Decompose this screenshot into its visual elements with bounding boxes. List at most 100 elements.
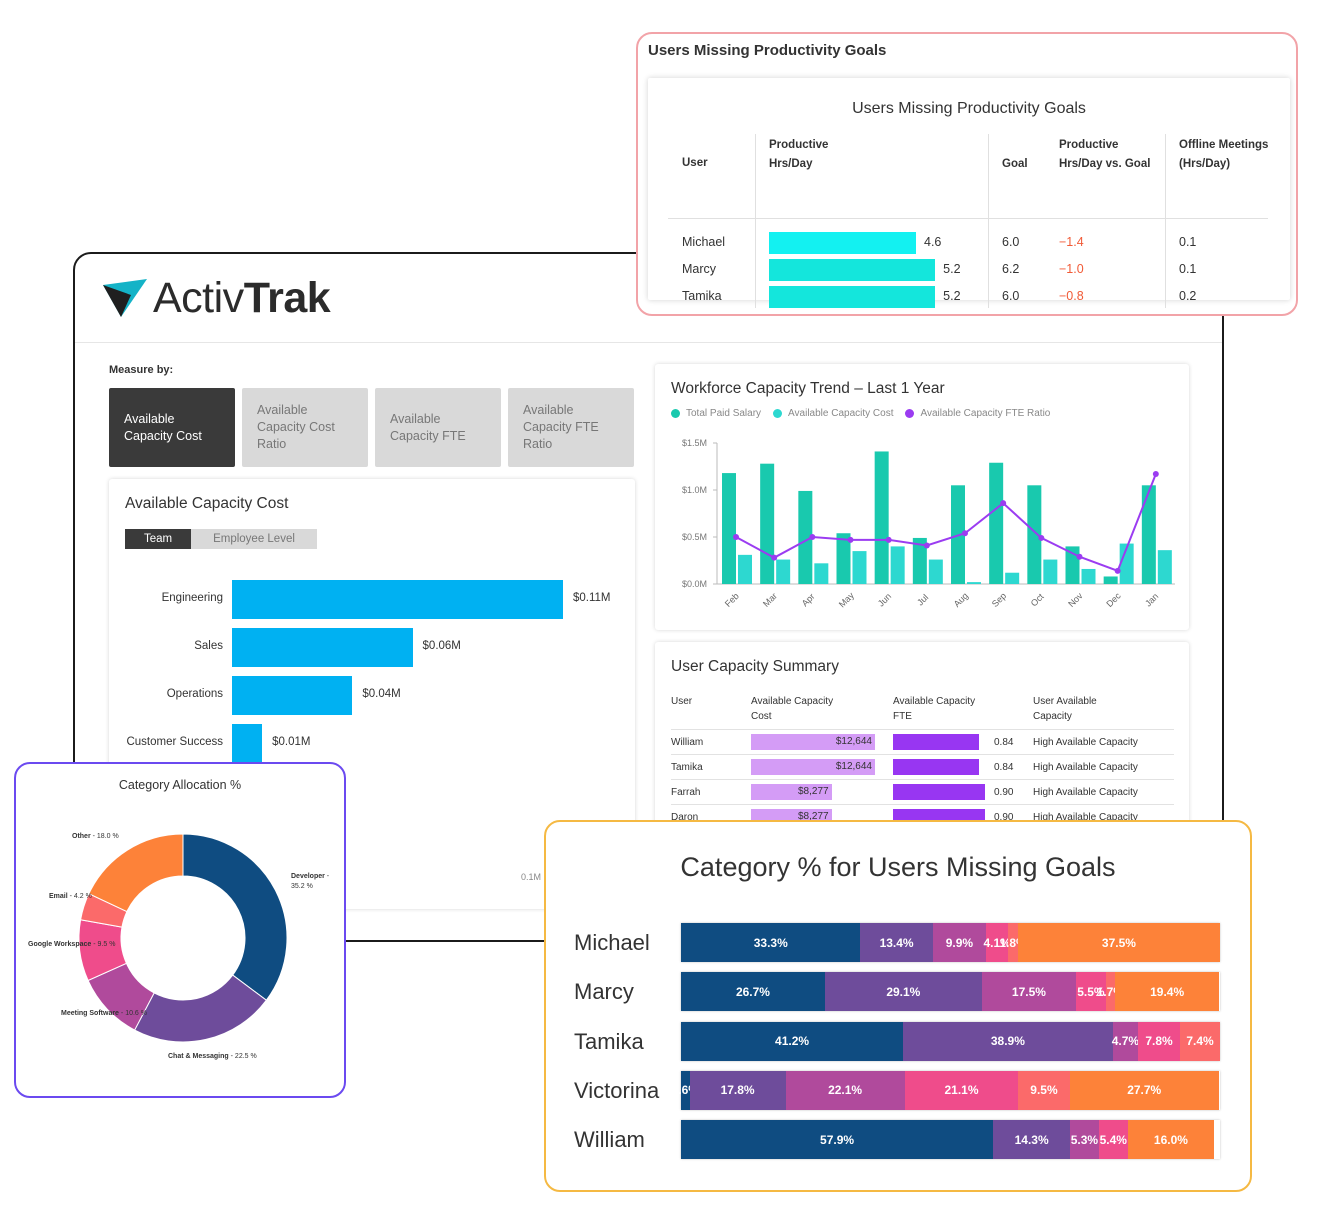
stacked-bar[interactable]: 41.2% 38.9% 4.7% 7.8% 7.4% <box>681 1021 1220 1061</box>
bar-segment[interactable]: 21.1% <box>904 1070 1019 1110</box>
capacity-cost-bar[interactable] <box>928 559 943 584</box>
measure-option-capacity-fte-ratio[interactable]: Available Capacity FTE Ratio <box>508 388 634 467</box>
bar-segment[interactable]: 17.5% <box>981 972 1077 1012</box>
bar-segment[interactable]: 19.4% <box>1114 972 1220 1012</box>
capacity-cost-bar[interactable] <box>967 582 981 584</box>
salary-bar[interactable] <box>760 463 775 584</box>
bar-segment[interactable]: 5.5% <box>1076 972 1106 1012</box>
bar[interactable] <box>232 628 413 667</box>
col-header-capacity-fte[interactable]: Available Capacity FTE <box>893 696 976 722</box>
col-header-productive-hrs[interactable]: Productive Hrs/Day <box>769 139 829 170</box>
bar[interactable] <box>232 676 353 715</box>
measure-option-capacity-fte[interactable]: Available Capacity FTE <box>375 388 501 467</box>
activtrak-logo[interactable]: ActivTrak <box>101 274 331 323</box>
tab-team[interactable]: Team <box>125 529 191 549</box>
bar-segment[interactable]: 57.9% <box>681 1120 994 1160</box>
measure-option-capacity-cost-ratio[interactable]: Available Capacity Cost Ratio <box>242 388 368 467</box>
salary-bar[interactable] <box>798 490 813 584</box>
bar-segment[interactable]: 9.5% <box>1018 1070 1070 1110</box>
capacity-cost-bar[interactable] <box>1119 543 1134 584</box>
stacked-bar[interactable]: 1.6% 17.8% 22.1% 21.1% 9.5% 27.7% <box>672 1070 1220 1110</box>
fte-ratio-point[interactable] <box>885 536 892 543</box>
capacity-cost-bar[interactable] <box>852 551 867 584</box>
col-header-offline-meetings[interactable]: Offline Meetings (Hrs/Day) <box>1179 139 1269 170</box>
fte-ratio-point[interactable] <box>1000 500 1007 507</box>
salary-bar[interactable] <box>1027 485 1042 584</box>
stacked-bar[interactable]: 33.3% 13.4% 9.9% 4.1% 1.8% 37.5% <box>681 923 1220 962</box>
col-header-user[interactable]: User <box>671 696 693 707</box>
capacity-cost-bar[interactable] <box>1005 572 1020 584</box>
bar-segment[interactable]: 7.4% <box>1180 1021 1220 1061</box>
user-name[interactable]: Tamika <box>682 289 722 303</box>
user-name[interactable]: Marcy <box>682 262 717 276</box>
legend-fte-ratio[interactable]: Available Capacity FTE Ratio <box>905 408 1050 419</box>
bar[interactable] <box>232 724 263 763</box>
bar-segment[interactable]: 26.7% <box>681 972 825 1012</box>
bar-segment[interactable]: 22.1% <box>785 1070 905 1110</box>
bar-segment[interactable]: 29.1% <box>824 972 982 1012</box>
donut-slice[interactable] <box>133 974 268 1043</box>
fte-ratio-point[interactable] <box>1038 534 1045 541</box>
user-name[interactable]: Michael <box>682 235 726 249</box>
salary-bar[interactable] <box>874 451 889 584</box>
bar-segment[interactable]: 4.1% <box>983 923 1011 962</box>
capacity-cost-bar[interactable] <box>890 546 905 584</box>
fte-ratio-point[interactable] <box>923 542 930 549</box>
col-header-user[interactable]: User <box>682 157 708 169</box>
bar-segment[interactable]: 38.9% <box>903 1021 1113 1061</box>
table-row[interactable]: William $12,644 0.84 High Available Capacit… <box>671 729 1174 754</box>
donut-slice[interactable] <box>182 833 288 1001</box>
bar-segment[interactable]: 9.9% <box>932 923 987 962</box>
legend-available-capacity-cost[interactable]: Available Capacity Cost <box>773 408 893 419</box>
col-header-user-capacity[interactable]: User Available Capacity <box>1033 696 1097 722</box>
salary-bar[interactable] <box>1065 546 1080 584</box>
bar-segment[interactable]: 5.4% <box>1098 1120 1128 1160</box>
salary-bar[interactable] <box>836 533 851 584</box>
bar-segment[interactable]: 33.3% <box>681 923 861 962</box>
bar-segment[interactable]: 1.6% <box>672 1070 699 1110</box>
fte-ratio-point[interactable] <box>1152 471 1159 478</box>
salary-bar[interactable] <box>989 462 1004 584</box>
stacked-bar[interactable]: 57.9% 14.3% 5.3% 5.4% 16.0% <box>681 1120 1220 1160</box>
table-row[interactable]: Farrah $8,277 0.90 High Available Capacity <box>671 779 1174 804</box>
bar-segment[interactable]: 4.7% <box>1112 1021 1139 1061</box>
bar-segment[interactable]: 16.0% <box>1127 1120 1215 1160</box>
bar-segment[interactable]: 7.8% <box>1138 1021 1181 1061</box>
col-header-goal[interactable]: Goal <box>1002 158 1028 170</box>
bar-segment[interactable]: 1.8% <box>999 923 1027 962</box>
bar-segment[interactable]: 37.5% <box>1017 923 1220 962</box>
fte-ratio-point[interactable] <box>733 534 739 540</box>
salary-bar[interactable] <box>722 473 736 584</box>
table-row[interactable]: Tamika $12,644 0.84 High Available Capacity <box>671 754 1174 779</box>
salary-bar[interactable] <box>1141 485 1156 584</box>
fte-ratio-point[interactable] <box>771 554 778 561</box>
bar-segment[interactable]: 14.3% <box>993 1120 1071 1160</box>
stacked-bar[interactable]: 26.7% 29.1% 17.5% 5.5% 1.7% 19.4% <box>681 972 1220 1012</box>
bar-segment[interactable]: 5.3% <box>1070 1120 1099 1160</box>
tab-employee-level[interactable]: Employee Level <box>191 529 317 549</box>
bar-segment[interactable]: 27.7% <box>1069 1070 1219 1110</box>
capacity-cost-bar[interactable] <box>738 554 752 584</box>
fte-ratio-point[interactable] <box>809 534 816 540</box>
col-header-hrs-vs-goal[interactable]: Productive Hrs/Day vs. Goal <box>1059 139 1151 170</box>
capacity-cost-bar[interactable] <box>776 559 791 584</box>
bar-segment[interactable]: 17.8% <box>689 1070 786 1110</box>
salary-bar[interactable] <box>1103 576 1118 584</box>
bar-segment[interactable]: 13.4% <box>860 923 933 962</box>
fte-ratio-point[interactable] <box>1076 553 1083 560</box>
measure-option-capacity-cost[interactable]: Available Capacity Cost <box>109 388 235 467</box>
bar-segment[interactable]: 41.2% <box>681 1021 904 1061</box>
donut-slice[interactable] <box>88 833 184 913</box>
fte-ratio-point[interactable] <box>1114 567 1121 574</box>
bar[interactable] <box>232 580 563 619</box>
bar-segment[interactable]: 1.7% <box>1097 972 1124 1012</box>
fte-ratio-point[interactable] <box>847 536 854 543</box>
capacity-cost-bar[interactable] <box>1081 568 1096 584</box>
salary-bar[interactable] <box>912 537 927 584</box>
capacity-cost-bar[interactable] <box>1157 550 1172 584</box>
capacity-cost-bar[interactable] <box>1043 559 1058 584</box>
legend-total-paid-salary[interactable]: Total Paid Salary <box>671 408 761 419</box>
fte-ratio-point[interactable] <box>962 530 968 537</box>
capacity-cost-bar[interactable] <box>814 563 829 584</box>
col-header-capacity-cost[interactable]: Available Capacity Cost <box>751 696 834 722</box>
